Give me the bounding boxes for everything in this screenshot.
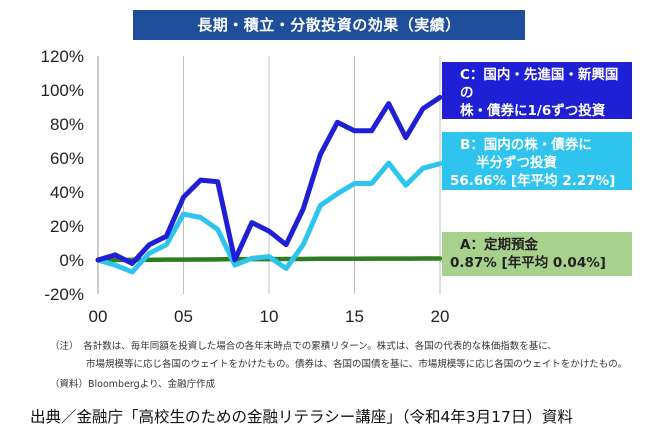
x-tick-label: 05 [174, 307, 193, 326]
series-c-label-box: C：国内・先進国・新興国の 株・債券に1/6ずつ投資 95.65% [年平均 3… [442, 62, 632, 137]
series-b-value: 56.66% [年平均 2.27%] [450, 173, 616, 189]
series-b-label-box: B：国内の株・債券に 半分ずつ投資 56.66% [年平均 2.27%] [442, 132, 632, 190]
series-c-label-line1: C：国内・先進国・新興国の [460, 67, 619, 101]
x-tick-label: 10 [260, 307, 279, 326]
series-a-label-line1: A：定期預金 [460, 237, 538, 253]
chart-title: 長期・積立・分散投資の効果（実績） [133, 10, 525, 40]
tick-layer: -20% 0% 20% 40% 60% 80% 100% 120% 00 05 10 15 20 [41, 47, 450, 326]
series-line-b [95, 160, 443, 275]
y-tick-label: 0% [59, 251, 84, 270]
footnote-line-2: 市場規模等に応じ各国のウェイトをかけたもの。債券は、各国の国債を基に、市場規模等… [86, 359, 628, 370]
footnote-line-1: （注） 各計数は、毎年同額を投資した場合の各年末時点での累積リターン。株式は、各… [50, 341, 557, 352]
y-tick-label: 100% [41, 81, 84, 100]
y-tick-label: -20% [44, 285, 84, 304]
source-caption: 出典／金融庁「高校生のための金融リテラシー講座」（令和4年3月17日）資料 [30, 408, 573, 426]
y-tick-label: 80% [50, 115, 84, 134]
series-a-value: 0.87% [年平均 0.04%] [450, 255, 606, 271]
y-tick-label: 120% [41, 47, 84, 66]
x-tick-label: 15 [345, 307, 364, 326]
y-tick-label: 20% [50, 217, 84, 236]
series-b-label-line2: 半分ずつ投資 [476, 155, 557, 171]
series-b-label-line1: B：国内の株・債券に [460, 137, 592, 153]
series-a-label-box: A：定期預金 0.87% [年平均 0.04%] [442, 232, 632, 276]
x-tick-label: 00 [89, 307, 108, 326]
y-tick-label: 60% [50, 149, 84, 168]
x-tick-label: 20 [431, 307, 450, 326]
series-line-c [95, 94, 443, 266]
series-layer [95, 94, 443, 275]
y-tick-label: 40% [50, 183, 84, 202]
footnote-source-data: （資料）Bloombergより、金融庁作成 [50, 379, 216, 390]
series-c-label-line2: 株・債券に1/6ずつ投資 [460, 103, 606, 119]
